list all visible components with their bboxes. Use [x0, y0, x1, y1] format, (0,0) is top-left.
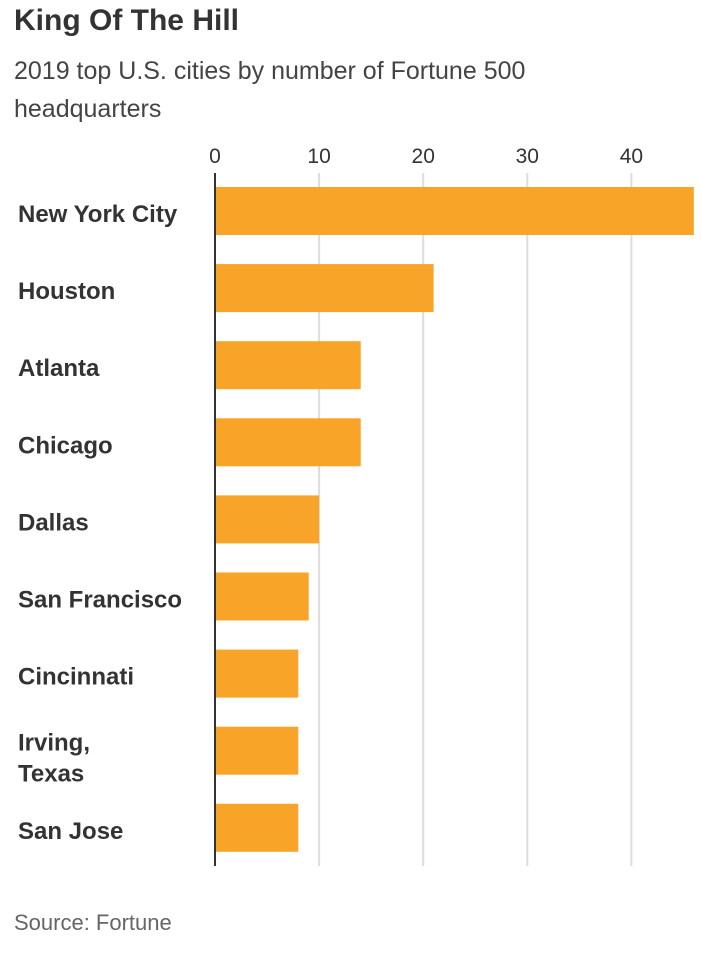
bar [215, 495, 320, 544]
bar [215, 726, 299, 775]
bar [215, 341, 361, 390]
x-tick-label: 20 [412, 145, 435, 168]
bar [215, 264, 434, 313]
category-label: Houston [18, 278, 115, 305]
x-tick-label: 40 [620, 145, 643, 168]
category-label: San Francisco [18, 587, 182, 614]
category-label: Cincinnati [18, 664, 134, 691]
category-label: Irving, Texas [18, 730, 90, 788]
x-tick-label: 0 [209, 145, 221, 168]
x-tick-label: 10 [307, 145, 330, 168]
x-tick-label: 30 [516, 145, 539, 168]
bar [215, 572, 309, 621]
category-label: Dallas [18, 509, 89, 536]
category-label: Atlanta [18, 355, 100, 382]
category-label: New York City [18, 201, 178, 228]
category-label: Chicago [18, 432, 113, 459]
bar [215, 418, 361, 467]
bar [215, 187, 694, 235]
source-note: Source: Fortune [14, 910, 172, 935]
category-label: San Jose [18, 818, 123, 845]
bar [215, 649, 299, 698]
bar [215, 803, 299, 852]
chart-subtitle: 2019 top U.S. cities by number of Fortun… [14, 57, 526, 123]
chart-title: King Of The Hill [14, 4, 239, 37]
